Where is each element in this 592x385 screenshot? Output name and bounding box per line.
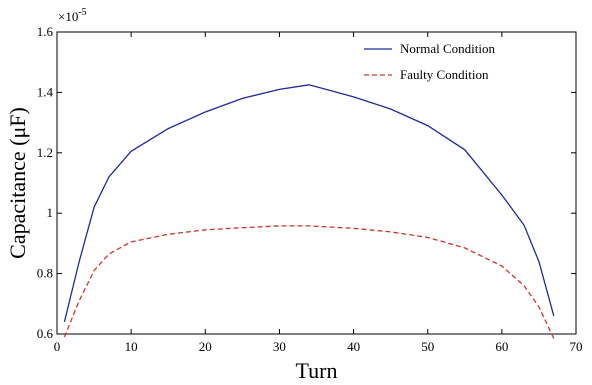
y-axis-multiplier: ×10-5 <box>58 7 87 24</box>
x-axis-label: Turn <box>296 358 338 383</box>
y-multiplier-base: ×10 <box>58 9 78 24</box>
x-tick-label: 10 <box>125 339 138 354</box>
legend-label-faulty: Faulty Condition <box>400 67 489 82</box>
legend-label-normal: Normal Condition <box>400 41 495 56</box>
y-tick-label: 1.6 <box>37 24 54 39</box>
x-tick-label: 60 <box>495 339 508 354</box>
y-tick-label: 0.6 <box>37 326 54 341</box>
legend: Normal Condition Faulty Condition <box>364 41 495 82</box>
y-axis-ticks: 0.6 0.8 1 1.2 1.4 1.6 <box>37 24 576 341</box>
plot-frame <box>56 31 577 335</box>
x-axis-ticks: 0 10 20 30 40 50 60 70 <box>54 32 583 354</box>
y-tick-label: 1 <box>47 205 54 220</box>
x-tick-label: 50 <box>421 339 434 354</box>
x-tick-label: 70 <box>570 339 583 354</box>
y-multiplier-exponent: -5 <box>78 7 86 18</box>
series-layer <box>63 84 555 339</box>
x-tick-label: 20 <box>199 339 212 354</box>
x-tick-label: 0 <box>54 339 61 354</box>
y-tick-label: 0.8 <box>37 266 53 281</box>
series-line-normal <box>63 84 555 323</box>
plot-area: 0 10 20 30 40 50 60 70 0.6 0.8 1 1.2 1.4 1.6 <box>37 24 583 354</box>
y-axis-label: Capacitance (μF) <box>5 107 30 259</box>
y-tick-label: 1.4 <box>37 84 54 99</box>
x-tick-label: 30 <box>273 339 286 354</box>
y-tick-label: 1.2 <box>37 145 53 160</box>
x-tick-label: 40 <box>347 339 360 354</box>
series-line-faulty <box>63 225 555 339</box>
